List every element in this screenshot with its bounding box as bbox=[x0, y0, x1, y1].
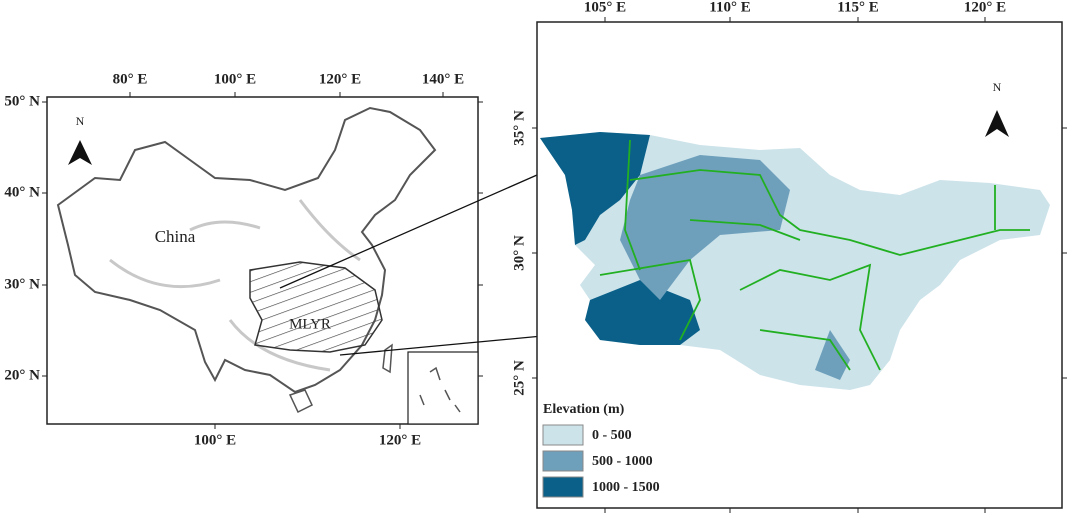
country-label: China bbox=[155, 227, 196, 246]
north-arrow bbox=[68, 140, 92, 165]
lon-tick-label: 120° E bbox=[319, 71, 361, 87]
lat-tick-label: 50° N bbox=[4, 93, 40, 109]
lon-tick-label: 105° E bbox=[584, 0, 626, 15]
legend-label: 1000 - 1500 bbox=[592, 480, 660, 495]
lat-tick-label: 40° N bbox=[4, 184, 40, 200]
legend-title: Elevation (m) bbox=[543, 402, 625, 417]
legend-swatch bbox=[542, 424, 584, 446]
lon-tick-label: 80° E bbox=[113, 71, 148, 87]
lon-tick-label: 140° E bbox=[422, 71, 464, 87]
lat-tick-label: 30° N bbox=[4, 276, 40, 292]
left-map bbox=[46, 96, 479, 425]
inset-box bbox=[407, 351, 479, 425]
province-boundaries bbox=[599, 139, 1030, 371]
lon-tick-label: 115° E bbox=[837, 0, 878, 15]
mid-elevation bbox=[620, 155, 850, 380]
legend-swatch bbox=[542, 450, 584, 472]
lon-tick-label: 120° E bbox=[964, 0, 1006, 15]
taiwan bbox=[382, 343, 393, 374]
lat-tick-label: 20° N bbox=[4, 367, 40, 383]
legend-swatch bbox=[542, 476, 584, 498]
legend-label: 0 - 500 bbox=[592, 428, 632, 443]
inset-islands bbox=[419, 366, 461, 413]
right-map bbox=[536, 21, 1063, 509]
lat-tick-label: 35° N bbox=[511, 110, 527, 146]
legend-label: 500 - 1000 bbox=[592, 454, 653, 469]
north-arrow bbox=[985, 110, 1009, 137]
north-label: N bbox=[76, 114, 85, 128]
hainan bbox=[288, 389, 313, 414]
lon-tick-label: 110° E bbox=[709, 0, 750, 15]
lat-tick-label: 25° N bbox=[511, 360, 527, 396]
mlyr-region bbox=[249, 261, 383, 353]
rivers bbox=[109, 199, 361, 372]
lat-tick-label: 30° N bbox=[511, 235, 527, 271]
lon-tick-label: 100° E bbox=[214, 71, 256, 87]
region-label: MLYR bbox=[289, 316, 331, 332]
north-label: N bbox=[993, 80, 1002, 94]
connector bbox=[279, 174, 538, 289]
lon-tick-label: 120° E bbox=[379, 432, 421, 448]
lon-tick-label: 100° E bbox=[194, 432, 236, 448]
